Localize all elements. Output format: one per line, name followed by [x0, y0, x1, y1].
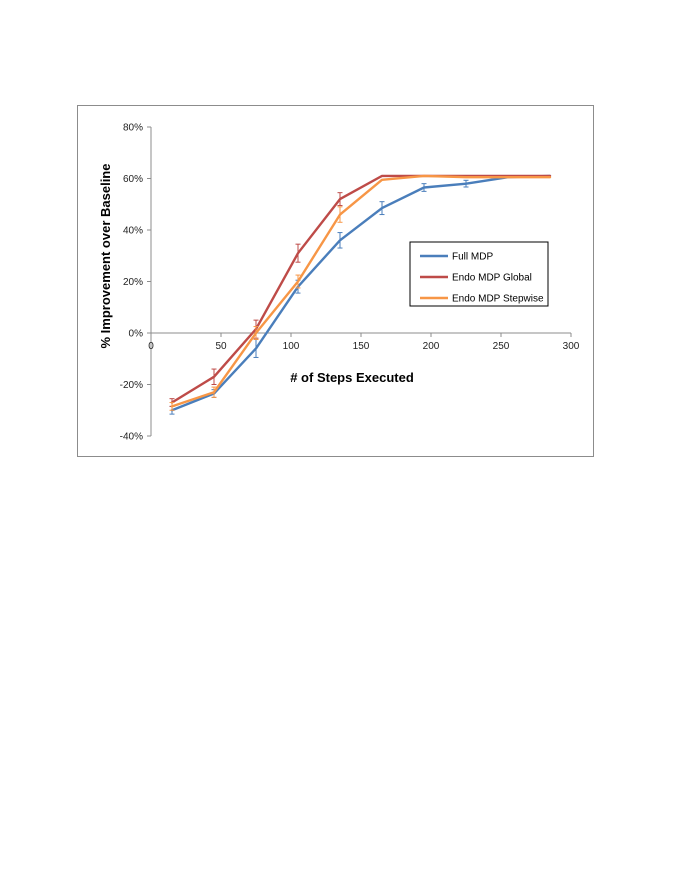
- x-tick-label: 200: [423, 341, 440, 352]
- y-tick-label: 80%: [123, 123, 143, 134]
- x-tick-label: 250: [493, 341, 510, 352]
- axes: -40% -20% 0% 20% 40% 60% 80% 0 50 100 150 200 250 300: [120, 123, 580, 443]
- x-tick-label: 150: [353, 341, 370, 352]
- error-bar: [337, 232, 343, 249]
- error-bar: [211, 368, 217, 385]
- y-axis-title: % Improvement over Baseline: [98, 164, 113, 349]
- error-bar: [379, 201, 385, 216]
- chart-frame: -40% -20% 0% 20% 40% 60% 80% 0 50 100 150 200 250 300…: [77, 105, 594, 457]
- error-bar: [169, 402, 175, 411]
- y-tick-label: -20%: [120, 380, 143, 391]
- x-tick-label: 50: [215, 341, 227, 352]
- error-bar: [337, 206, 343, 223]
- error-bar: [211, 386, 217, 398]
- x-tick-label: 300: [563, 341, 580, 352]
- y-tick-label: 0%: [129, 329, 144, 340]
- error-bar: [295, 274, 301, 289]
- series-layer: [169, 174, 552, 415]
- series-line-full-mdp: [170, 174, 552, 412]
- line-chart: -40% -20% 0% 20% 40% 60% 80% 0 50 100 150 200 250 300…: [98, 123, 580, 443]
- error-bar: [337, 192, 343, 207]
- error-bar: [463, 179, 469, 188]
- legend-box: [409, 241, 549, 307]
- y-tick-label: 20%: [123, 277, 143, 288]
- series-line-endo-mdp-global: [170, 174, 552, 404]
- x-tick-label: 100: [283, 341, 300, 352]
- error-bar: [253, 338, 259, 358]
- legend-label-endo-mdp-stepwise: Endo MDP Stepwise: [452, 294, 544, 305]
- legend-label-full-mdp: Full MDP: [452, 252, 493, 263]
- series-line-endo-mdp-stepwise: [170, 174, 552, 408]
- legend-label-endo-mdp-global: Endo MDP Global: [452, 273, 532, 284]
- error-bar: [421, 183, 427, 192]
- y-tick-label: -40%: [120, 432, 143, 443]
- legend: Full MDP Endo MDP Global Endo MDP Stepwise: [409, 241, 549, 307]
- x-tick-label: 0: [148, 341, 154, 352]
- error-bar: [253, 326, 259, 340]
- x-axis-title: # of Steps Executed: [290, 370, 414, 385]
- y-tick-label: 60%: [123, 174, 143, 185]
- error-bar: [295, 243, 301, 263]
- y-tick-label: 40%: [123, 226, 143, 237]
